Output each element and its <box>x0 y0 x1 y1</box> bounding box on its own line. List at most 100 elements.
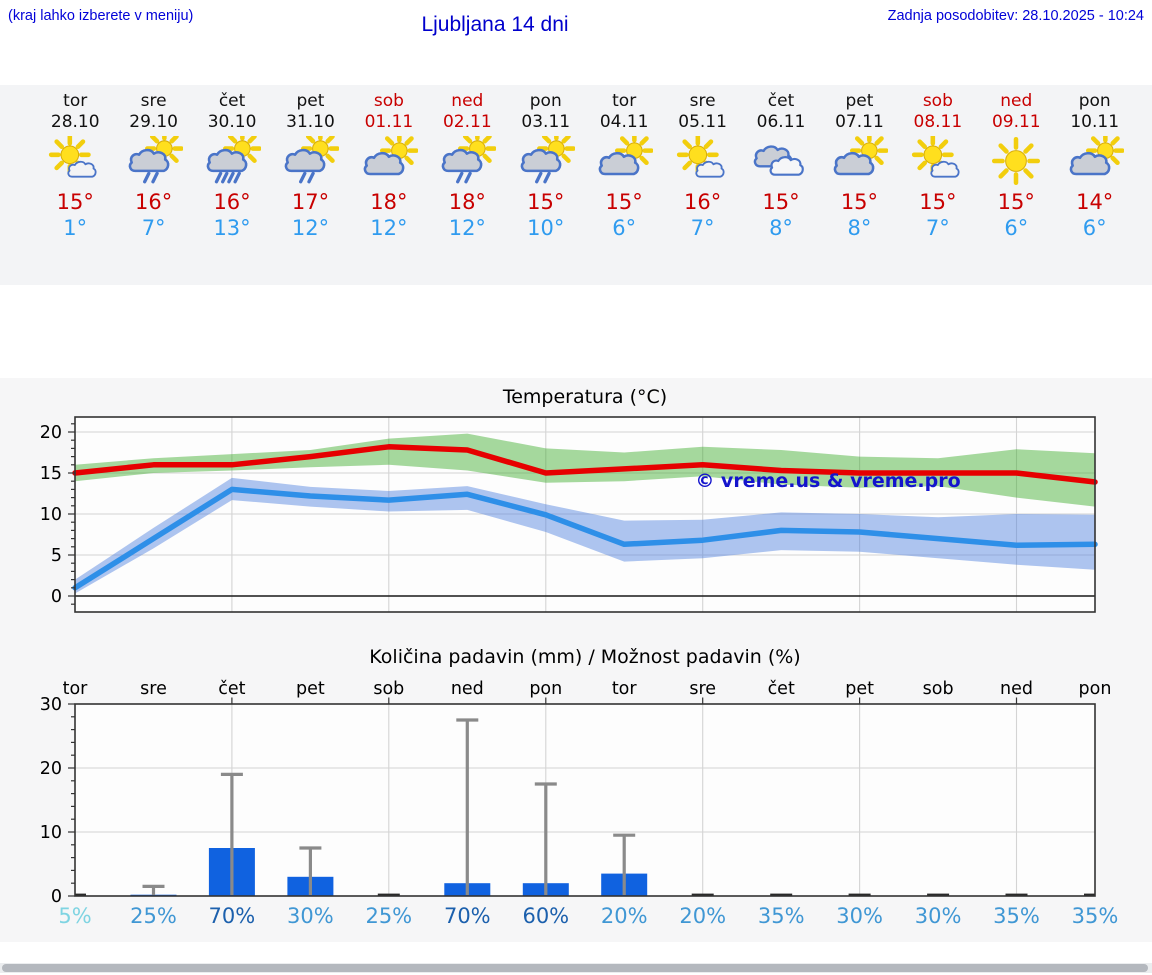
high-temperature: 15° <box>762 190 800 214</box>
low-temperature: 12° <box>370 216 408 240</box>
mostly-sunny-icon <box>911 133 960 178</box>
precipitation-plot: tor sre čet pet sob ned pon tor sre čet pet sob ned p… <box>40 679 1119 928</box>
charts-area: Temperatura (°C) © vreme.us & vreme.pro 0… <box>0 378 1152 942</box>
day-name: sre <box>689 91 716 111</box>
low-temperature: 1° <box>63 216 88 240</box>
precip-probability: 60% <box>522 904 569 928</box>
low-temperature: 6° <box>1082 216 1107 240</box>
precip-zero-mark <box>927 893 950 896</box>
forecast-days-row: tor 28.10 15° 1° sre 29.10 16° 7° čet 30… <box>36 85 1134 285</box>
high-temperature: 16° <box>683 190 722 214</box>
day-name: ned <box>451 91 484 111</box>
svg-text:20: 20 <box>40 423 62 443</box>
precip-zero-mark <box>1084 893 1095 896</box>
day-date: 02.11 <box>442 112 492 132</box>
forecast-day: pon 03.11 15° 10° <box>507 85 585 285</box>
forecast-day: ned 02.11 18° 12° <box>428 85 506 285</box>
day-date: 04.11 <box>599 112 649 132</box>
precip-probability: 30% <box>915 904 962 928</box>
precip-probability: 35% <box>1072 904 1119 928</box>
high-temperature: 14° <box>1076 190 1114 214</box>
precip-zero-mark <box>75 893 86 896</box>
precip-probability: 30% <box>836 904 883 928</box>
high-temperature: 18° <box>448 190 486 214</box>
svg-text:10: 10 <box>40 505 62 525</box>
day-name: ned <box>1000 91 1033 111</box>
mostly-sunny-icon <box>49 133 97 178</box>
precip-zero-mark <box>770 893 793 896</box>
forecast-day: sob 01.11 18° 12° <box>350 85 428 285</box>
precip-day-label: pon <box>529 679 562 699</box>
rain-showers-icon <box>128 129 184 184</box>
rain-showers-icon <box>442 129 498 184</box>
forecast-day: pet 07.11 15° 8° <box>820 85 898 285</box>
day-date: 06.11 <box>756 112 806 132</box>
day-date: 10.11 <box>1070 112 1120 132</box>
low-temperature: 7° <box>925 216 950 240</box>
max-temperature-line <box>72 444 1098 485</box>
day-name: pet <box>296 91 325 111</box>
day-date: 05.11 <box>678 112 727 132</box>
day-name: pet <box>845 91 874 111</box>
day-name: pon <box>1078 91 1111 111</box>
rain-showers-icon <box>285 129 341 184</box>
svg-text:0: 0 <box>51 587 62 607</box>
precip-probability: 5% <box>58 904 91 928</box>
high-temperature: 16° <box>135 190 173 214</box>
low-temperature: 10° <box>527 216 565 240</box>
day-date: 09.11 <box>991 112 1041 132</box>
partly-cloudy-icon <box>1069 131 1125 176</box>
precip-probability: 20% <box>679 904 726 928</box>
high-temperature: 18° <box>370 190 408 214</box>
rain-showers-icon <box>520 129 576 184</box>
low-temperature: 7° <box>141 216 166 240</box>
forecast-day: sre 05.11 16° 7° <box>663 85 741 285</box>
precip-day-label: pon <box>1079 679 1112 699</box>
low-temperature: 6° <box>1004 216 1029 240</box>
horizontal-scrollbar-thumb[interactable] <box>2 964 1148 972</box>
precip-day-label: pet <box>845 679 874 699</box>
day-date: 29.10 <box>129 112 178 132</box>
low-temperature: 12° <box>291 216 330 240</box>
svg-text:20: 20 <box>40 759 62 779</box>
svg-text:15: 15 <box>40 464 62 484</box>
svg-text:30: 30 <box>40 695 62 715</box>
day-date: 28.10 <box>50 112 100 132</box>
precipitation-chart: tor sre čet pet sob ned pon tor sre čet pet sob ned p… <box>0 668 1152 945</box>
day-name: sob <box>373 91 404 111</box>
precip-day-label: ned <box>1000 679 1033 699</box>
high-temperature: 15° <box>997 190 1035 214</box>
high-temperature: 15° <box>56 190 94 214</box>
day-name: pon <box>529 91 562 111</box>
precip-probability: 70% <box>209 904 256 928</box>
precip-probability: 25% <box>130 904 177 928</box>
precip-day-label: tor <box>612 679 638 699</box>
svg-text:10: 10 <box>40 823 62 843</box>
precip-probability: 35% <box>758 904 805 928</box>
low-temperature: 8° <box>847 216 872 240</box>
temperature-chart-title: Temperatura (°C) <box>502 386 668 408</box>
forecast-day: pet 31.10 17° 12° <box>271 85 349 285</box>
partly-cloudy-icon <box>598 131 654 176</box>
day-name: čet <box>218 91 246 111</box>
precip-day-label: čet <box>768 679 795 699</box>
watermark-text: © vreme.us & vreme.pro <box>695 470 960 492</box>
high-temperature: 17° <box>291 190 330 214</box>
low-temperature: 7° <box>690 216 715 240</box>
precip-day-label: tor <box>63 679 89 699</box>
day-date: 03.11 <box>521 112 571 132</box>
precip-probability: 35% <box>993 904 1040 928</box>
precip-zero-mark <box>1005 893 1028 896</box>
horizontal-scrollbar-track[interactable] <box>0 963 1152 973</box>
day-name: sob <box>922 91 953 111</box>
low-temperature: 13° <box>213 216 251 240</box>
temperature-chart: © vreme.us & vreme.pro 0 5 10 15 20 <box>0 413 1152 615</box>
day-date: 30.10 <box>207 112 257 132</box>
precip-day-label: sob <box>923 679 954 699</box>
high-temperature: 15° <box>527 190 565 214</box>
precip-zero-mark <box>848 893 871 896</box>
forecast-day: tor 04.11 15° 6° <box>585 85 663 285</box>
precip-day-label: pet <box>296 679 325 699</box>
heavy-rain-showers-icon <box>206 129 262 184</box>
partly-cloudy-icon <box>363 131 419 176</box>
